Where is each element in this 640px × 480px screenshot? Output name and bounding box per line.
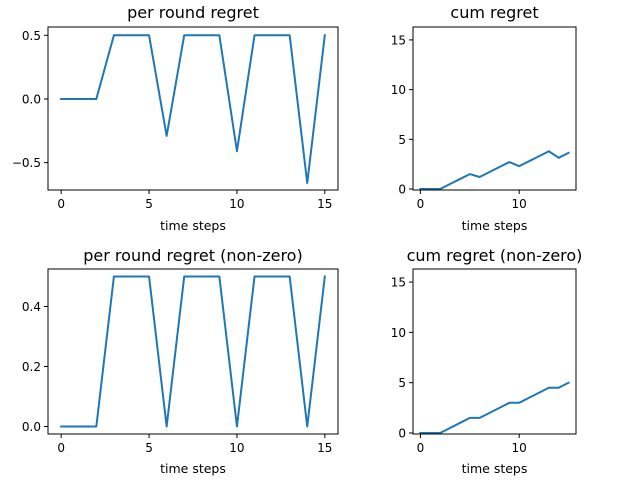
- chart-title: per round regret: [127, 3, 259, 22]
- x-tick-label: 15: [317, 441, 332, 455]
- y-tick-label: 5: [398, 133, 406, 147]
- chart-title: cum regret: [450, 3, 538, 22]
- axes-frame: [47, 268, 339, 435]
- y-tick-label: 0.4: [22, 300, 41, 314]
- y-tick-label: 0.2: [22, 360, 41, 374]
- y-tick-label: 5: [398, 376, 406, 390]
- y-tick-label: 15: [391, 33, 406, 47]
- x-tick-label: 0: [417, 441, 425, 455]
- x-tick-label: 10: [229, 441, 244, 455]
- y-tick-label: 0.5: [22, 29, 41, 43]
- axes-frame: [47, 26, 339, 191]
- x-tick-label: 5: [145, 441, 153, 455]
- x-tick-label: 10: [229, 197, 244, 211]
- y-tick-label: 0.0: [22, 420, 41, 434]
- x-tick-label: 0: [57, 197, 65, 211]
- x-tick-label: 0: [417, 197, 425, 211]
- x-tick-label: 10: [512, 441, 527, 455]
- y-tick-label: −0.5: [12, 156, 41, 170]
- series-line: [419, 150, 570, 191]
- y-tick-label: 0: [398, 183, 406, 197]
- x-tick-label: 0: [57, 441, 65, 455]
- subplot-per-round-regret-nonzero: per round regret (non-zero) time steps 0…: [22, 246, 339, 476]
- chart-title: cum regret (non-zero): [407, 246, 583, 265]
- y-tick-label: 15: [391, 276, 406, 290]
- series-line: [60, 275, 326, 428]
- x-axis-label: time steps: [462, 218, 528, 233]
- series-line: [60, 34, 326, 184]
- series-line: [419, 381, 570, 434]
- y-tick-label: 10: [391, 83, 406, 97]
- subplot-cum-regret-nonzero: cum regret (non-zero) time steps 0 10 0 5 10…: [391, 246, 583, 476]
- x-axis-label: time steps: [160, 218, 226, 233]
- axes-frame: [412, 26, 577, 191]
- x-axis-label: time steps: [462, 461, 528, 476]
- subplot-cum-regret: cum regret time steps 0 10 0 5 10 15: [391, 3, 577, 233]
- x-tick-label: 10: [512, 197, 527, 211]
- x-tick-label: 15: [317, 197, 332, 211]
- y-tick-label: 0.0: [22, 92, 41, 106]
- chart-title: per round regret (non-zero): [83, 246, 302, 265]
- subplot-per-round-regret: per round regret time steps 0 5 10 15 0.5 0.0…: [12, 3, 339, 233]
- x-tick-label: 5: [145, 197, 153, 211]
- x-axis-label: time steps: [160, 461, 226, 476]
- y-tick-label: 10: [391, 326, 406, 340]
- y-tick-label: 0: [398, 426, 406, 440]
- axes-frame: [412, 268, 577, 435]
